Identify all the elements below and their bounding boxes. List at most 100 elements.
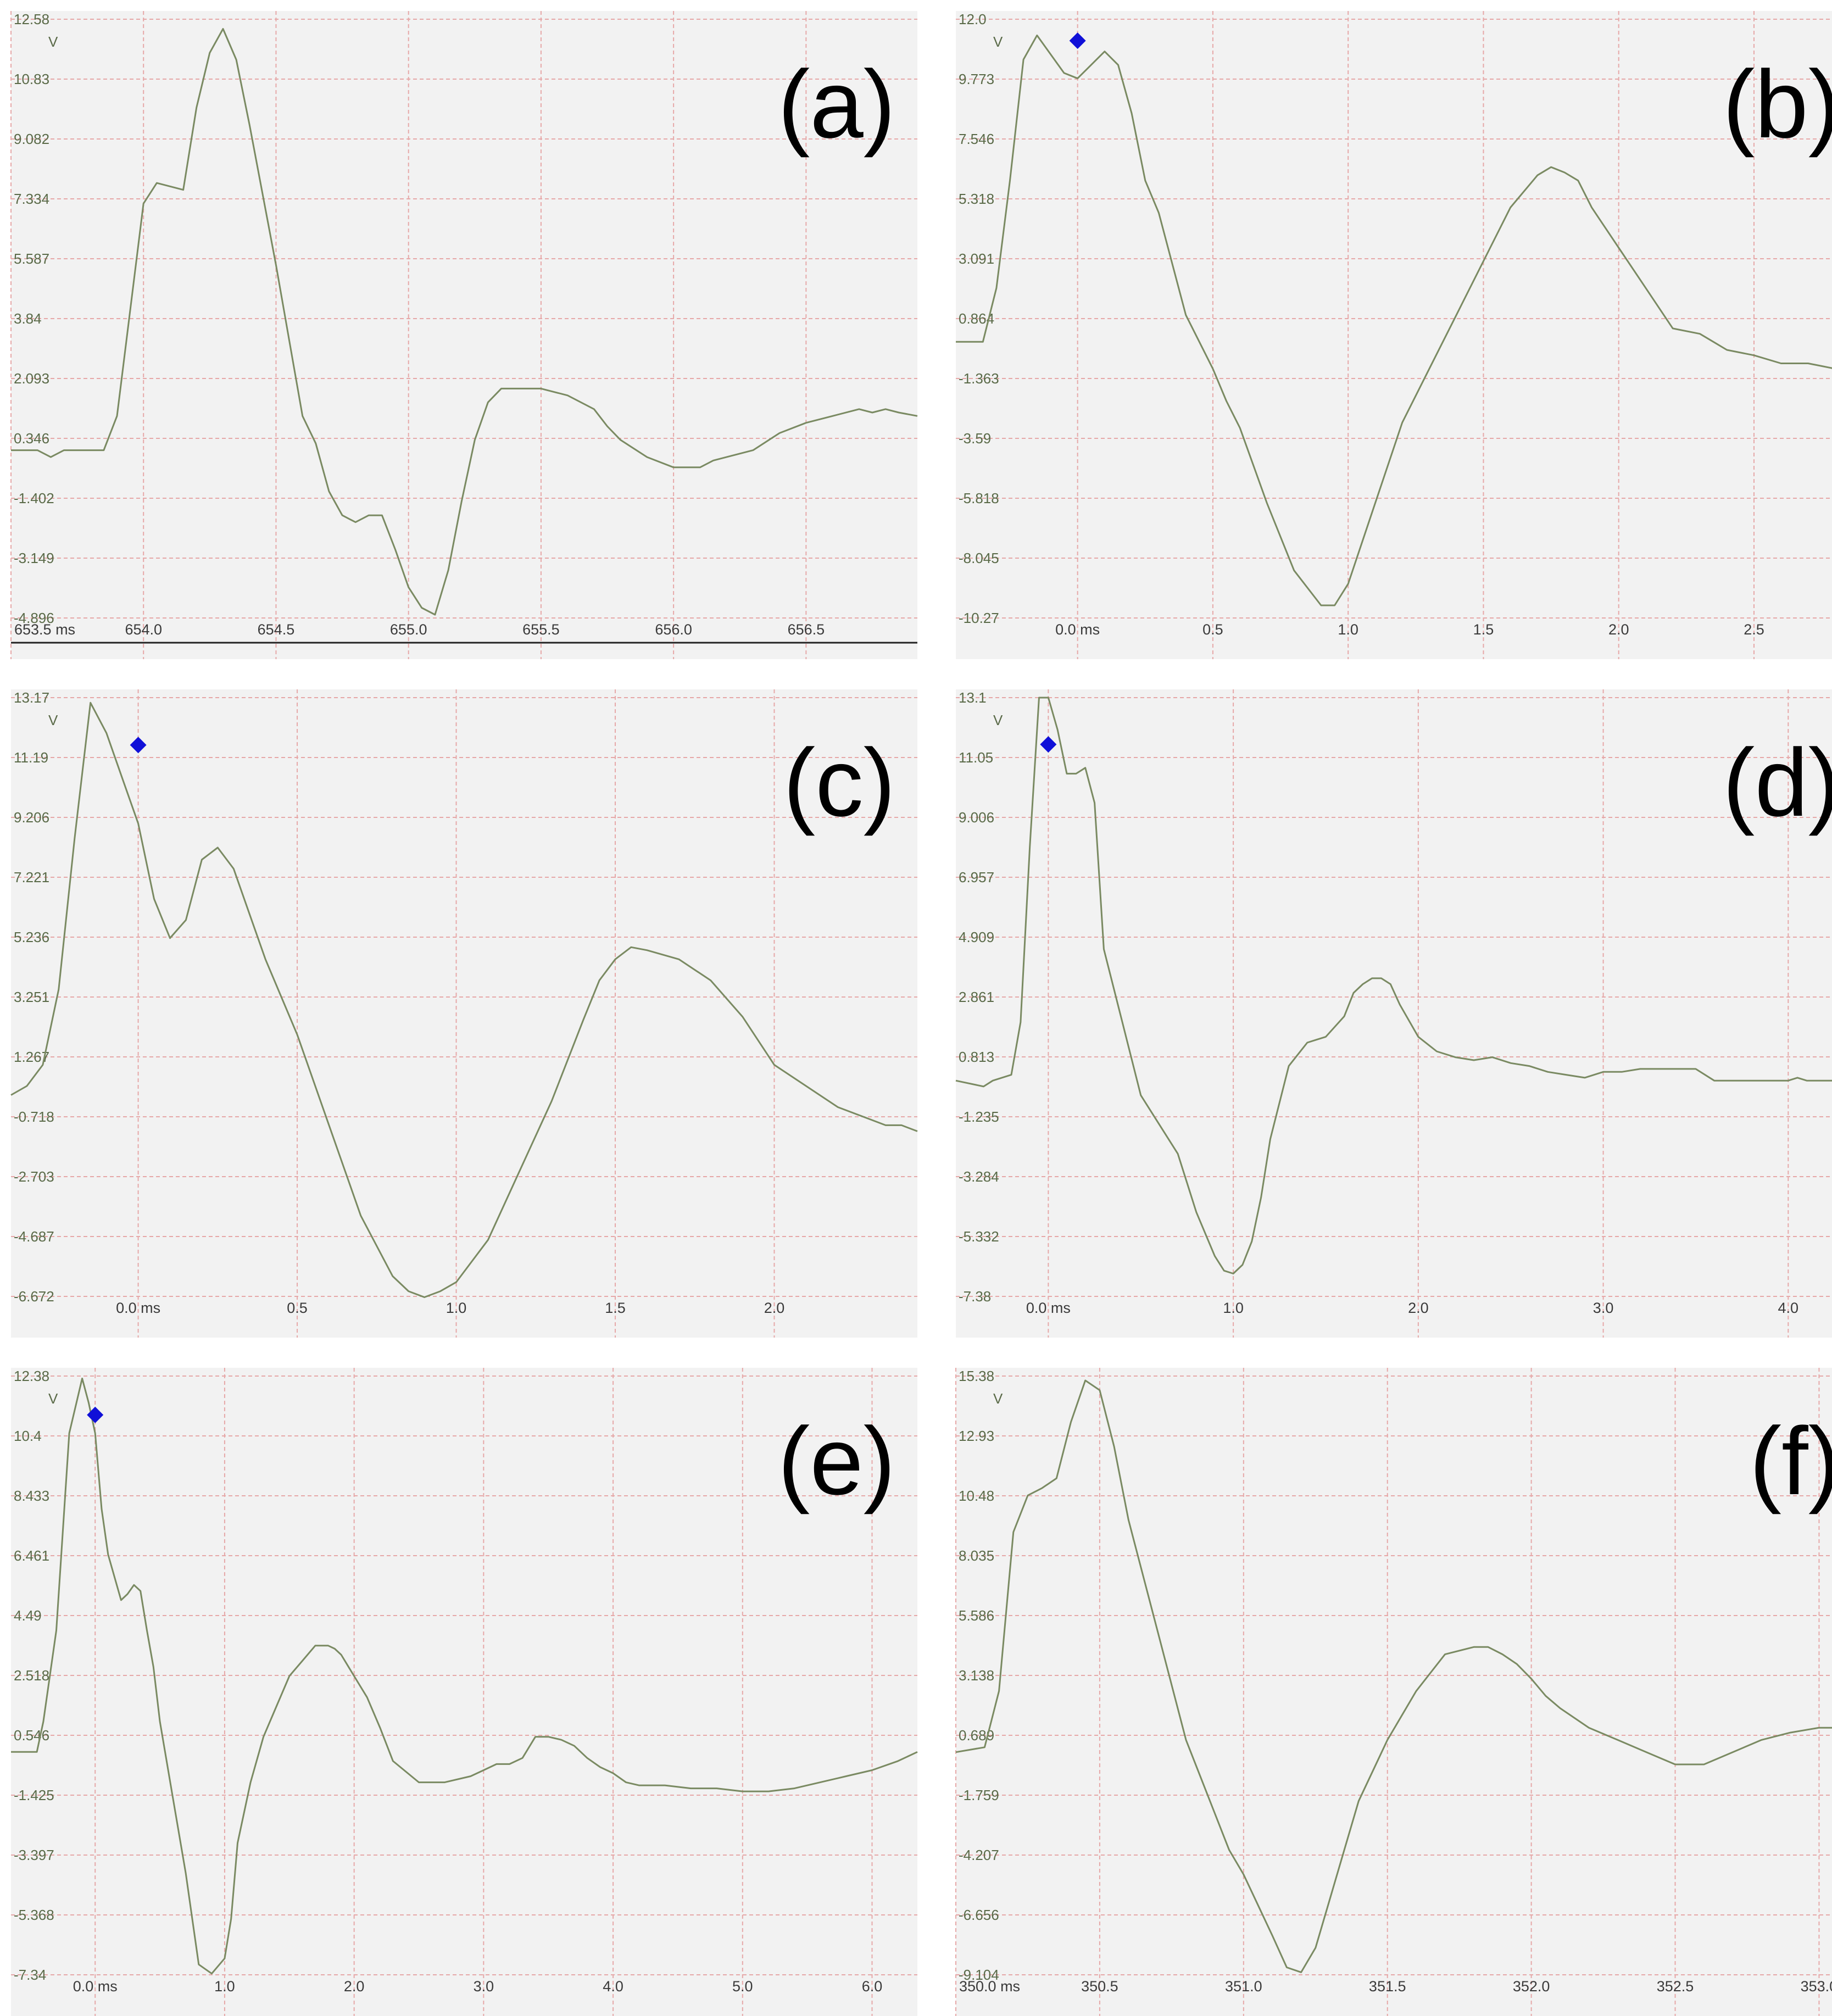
y-tick-label: -8.045	[959, 550, 999, 566]
x-tick-label: 1.0	[446, 1300, 467, 1316]
x-tick-label: 1.0	[1223, 1300, 1244, 1316]
y-tick-label: -7.38	[959, 1288, 991, 1305]
panel-label: (d)	[1723, 729, 1832, 837]
y-tick-label: 8.035	[959, 1547, 994, 1564]
y-tick-label: 7.221	[14, 869, 49, 886]
x-tick-label: 655.0	[390, 621, 427, 638]
y-tick-label: 4.49	[14, 1607, 42, 1624]
y-unit-label: V	[993, 712, 1003, 728]
x-tick-label: 2.0	[344, 1978, 365, 1995]
chart-panel-e: 12.38 10.4 8.433 6.461 4.49 2.518 0.546 -1.425 -…	[11, 1368, 918, 2016]
y-tick-label: -3.59	[959, 430, 991, 447]
y-tick-label: 2.093	[14, 370, 49, 387]
y-tick-label: 6.957	[959, 869, 994, 886]
y-unit-label: V	[48, 1390, 58, 1407]
y-unit-label: V	[993, 34, 1003, 50]
y-tick-label: 11.19	[14, 749, 48, 766]
x-tick-label: 2.0	[1408, 1300, 1429, 1316]
x-tick-label: 0.0 ms	[73, 1978, 118, 1995]
x-tick-label: 3.0	[1593, 1300, 1614, 1316]
x-tick-label: 3.0	[474, 1978, 494, 1995]
y-tick-label: 5.586	[959, 1607, 994, 1624]
chart-panel-a: 12.58 10.83 9.082 7.334 5.587 3.84 2.093 0.346 -…	[10, 11, 918, 659]
panel-label: (f)	[1750, 1408, 1832, 1515]
y-tick-label: 12.0	[959, 11, 987, 27]
y-unit-label: V	[993, 1390, 1003, 1407]
chart-panel-f: 15.38 12.93 10.48 8.035 5.586 3.138 0.689 -1.75…	[955, 1368, 1832, 2016]
x-tick-label: 1.0	[1338, 621, 1358, 638]
y-tick-label: 4.909	[959, 929, 994, 945]
cursor-marker-icon[interactable]	[1040, 736, 1057, 753]
y-tick-label: 2.861	[959, 989, 994, 1005]
chart-svg-f: 15.3812.9310.488.0355.5863.1380.689-1.75…	[955, 1368, 1832, 2016]
chart-svg-b: 12.09.7737.5465.3183.0910.864-1.363-3.59…	[956, 11, 1832, 659]
x-tick-label: 0.0 ms	[116, 1300, 160, 1316]
y-tick-label: 3.091	[959, 250, 994, 267]
y-tick-label: 9.206	[14, 809, 49, 826]
y-tick-label: 11.05	[959, 749, 993, 766]
x-tick-label: 654.5	[258, 621, 295, 638]
y-tick-label: -9.104	[959, 1967, 999, 1983]
y-tick-label: -1.235	[959, 1109, 999, 1125]
y-tick-label: -3.284	[959, 1168, 999, 1185]
y-tick-label: -0.718	[14, 1109, 54, 1125]
cursor-marker-icon[interactable]	[130, 737, 147, 754]
plot-background-c	[11, 689, 917, 1338]
y-tick-label: 10.48	[959, 1488, 994, 1504]
cursor-marker-icon[interactable]	[1069, 32, 1086, 49]
chart-svg-e: 12.38 10.4 8.433 6.461 4.49 2.518 0.546 -1.425 -…	[11, 1368, 918, 2016]
series-line-c	[10, 701, 918, 1298]
x-tick-label: 351.0	[1225, 1978, 1262, 1995]
y-unit-label: V	[48, 712, 58, 728]
y-tick-label: 0.546	[14, 1727, 49, 1744]
x-tick-label: 653.5 ms	[14, 621, 75, 638]
x-tick-label: 352.0	[1513, 1978, 1550, 1995]
y-tick-label: 13.1	[959, 689, 987, 706]
panel-label: (a)	[778, 51, 895, 158]
cursor-marker-icon[interactable]	[87, 1406, 104, 1423]
y-tick-label: 10.4	[14, 1428, 42, 1444]
y-tick-label: -4.687	[14, 1228, 54, 1245]
y-tick-label: 5.318	[959, 191, 994, 207]
series-line-a	[11, 28, 918, 616]
series-line-f	[955, 1379, 1832, 1973]
x-tick-label: 2.0	[764, 1300, 785, 1316]
x-tick-label: 6.0	[862, 1978, 883, 1995]
y-tick-label: -5.368	[14, 1907, 54, 1923]
x-tick-label: 2.0	[1608, 621, 1629, 638]
x-tick-label: 350.5	[1081, 1978, 1118, 1995]
y-tick-label: -4.207	[959, 1847, 999, 1863]
y-tick-label: 13.17	[14, 689, 49, 706]
x-tick-label: 350.0 ms	[959, 1978, 1020, 1995]
x-tick-label: 0.0 ms	[1026, 1300, 1071, 1316]
chart-panel-b: 12.0 9.773 7.546 5.318 3.091 0.864 -1.363 -3.59…	[956, 11, 1832, 659]
x-tick-label: 5.0	[732, 1978, 753, 1995]
y-tick-label: -3.149	[14, 550, 54, 566]
chart-svg-a: 12.58 10.83 9.082 7.334 5.587 3.84 2.093 0.346 -…	[10, 11, 918, 659]
plot-background-a	[11, 11, 917, 659]
y-tick-label: 3.138	[959, 1667, 994, 1684]
panel-label: (c)	[783, 729, 895, 837]
y-tick-label: -2.703	[14, 1168, 54, 1185]
series-line-e	[11, 1377, 918, 1975]
y-tick-label: 0.813	[959, 1049, 994, 1065]
y-tick-label: 5.236	[14, 929, 49, 945]
x-tick-label: 656.5	[788, 621, 825, 638]
x-tick-label: 0.0 ms	[1055, 621, 1100, 638]
plot-background-d	[956, 689, 1832, 1338]
y-unit-label: V	[48, 34, 58, 50]
chart-panel-d: 13.1 11.05 9.006 6.957 4.909 2.861 0.813 -1.235…	[955, 689, 1832, 1338]
y-tick-label: 6.461	[14, 1547, 49, 1564]
y-tick-label: -5.332	[959, 1228, 999, 1245]
y-tick-label: -1.425	[14, 1787, 54, 1803]
y-tick-label: -5.818	[959, 490, 999, 506]
x-tick-label: 4.0	[1778, 1300, 1799, 1316]
y-tick-label: 9.773	[959, 71, 994, 87]
y-tick-label: -1.363	[959, 370, 999, 387]
x-tick-label: 1.0	[214, 1978, 235, 1995]
x-tick-label: 1.5	[605, 1300, 626, 1316]
y-tick-label: -1.759	[959, 1787, 999, 1803]
series-line-d	[955, 697, 1832, 1274]
x-tick-label: 656.0	[655, 621, 692, 638]
y-tick-label: 2.518	[14, 1667, 49, 1684]
